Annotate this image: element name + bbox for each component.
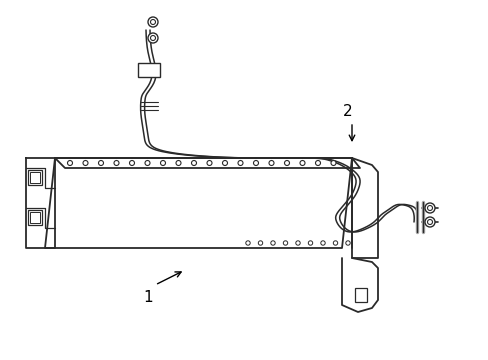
Circle shape <box>295 241 300 245</box>
Circle shape <box>191 161 196 166</box>
Circle shape <box>268 161 273 166</box>
Circle shape <box>345 241 349 245</box>
Circle shape <box>145 161 150 166</box>
Circle shape <box>206 161 212 166</box>
Circle shape <box>315 161 320 166</box>
Circle shape <box>284 161 289 166</box>
Circle shape <box>299 161 305 166</box>
Circle shape <box>114 161 119 166</box>
Circle shape <box>258 241 262 245</box>
Circle shape <box>245 241 250 245</box>
Circle shape <box>333 241 337 245</box>
Circle shape <box>83 161 88 166</box>
Bar <box>354 288 366 302</box>
Circle shape <box>424 217 434 227</box>
Circle shape <box>424 203 434 213</box>
Circle shape <box>270 241 275 245</box>
Circle shape <box>148 17 158 27</box>
Circle shape <box>222 161 227 166</box>
Circle shape <box>160 161 165 166</box>
Circle shape <box>176 161 181 166</box>
Circle shape <box>98 161 103 166</box>
Circle shape <box>330 161 335 166</box>
Circle shape <box>67 161 72 166</box>
Circle shape <box>238 161 243 166</box>
Bar <box>30 212 40 223</box>
Text: 2: 2 <box>343 104 352 120</box>
Bar <box>28 170 42 185</box>
Circle shape <box>320 241 325 245</box>
Circle shape <box>150 36 155 40</box>
Circle shape <box>427 220 431 225</box>
Circle shape <box>129 161 134 166</box>
Circle shape <box>283 241 287 245</box>
Bar <box>138 63 160 77</box>
Circle shape <box>150 19 155 24</box>
Circle shape <box>427 206 431 211</box>
Bar <box>30 172 40 183</box>
Circle shape <box>253 161 258 166</box>
Bar <box>28 210 42 225</box>
Text: 1: 1 <box>143 291 153 306</box>
Circle shape <box>307 241 312 245</box>
Circle shape <box>148 33 158 43</box>
